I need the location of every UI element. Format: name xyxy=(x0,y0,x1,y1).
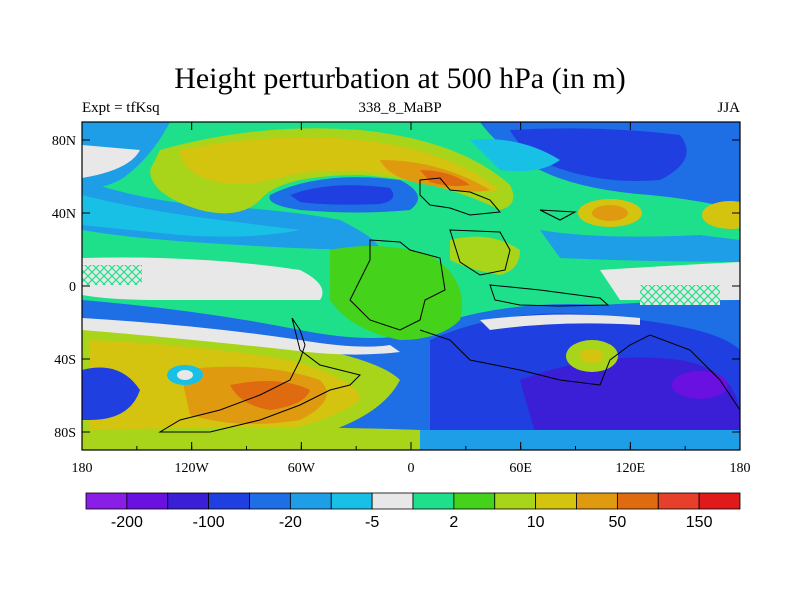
contour-field xyxy=(82,122,740,450)
lat-label: 0 xyxy=(69,280,76,295)
lon-label: 180 xyxy=(730,461,751,476)
colorbar-swatch xyxy=(167,492,210,510)
colorbar-swatch xyxy=(330,492,373,510)
lon-label: 60W xyxy=(288,461,316,476)
colorbar: -200 -100 -20 -5 2 10 50 150 xyxy=(85,492,741,531)
lat-label: 40S xyxy=(54,353,76,368)
colorbar-swatch xyxy=(85,492,128,510)
lon-label: 180 xyxy=(72,461,93,476)
colorbar-swatch xyxy=(453,492,496,510)
colorbar-swatch xyxy=(412,492,455,510)
colorbar-swatch xyxy=(249,492,291,510)
colorbar-swatch xyxy=(494,492,537,510)
case-label: 338_8_MaBP xyxy=(358,100,442,116)
colorbar-label: -100 xyxy=(193,514,225,531)
colorbar-swatch xyxy=(616,492,659,510)
experiment-label: Expt = tfKsq xyxy=(82,100,160,116)
lat-label: 80N xyxy=(52,134,76,149)
coastlines xyxy=(158,177,741,433)
colorbar-swatch xyxy=(126,492,169,510)
colorbar-swatch xyxy=(576,492,618,510)
map-title: Height perturbation at 500 hPa (in m) xyxy=(174,62,626,95)
colorbar-label: 10 xyxy=(527,514,545,531)
colorbar-label: 2 xyxy=(449,514,458,531)
lon-label: 60E xyxy=(509,461,532,476)
season-label: JJA xyxy=(717,100,740,116)
colorbar-swatch xyxy=(535,492,577,510)
colorbar-swatch xyxy=(208,492,250,510)
longitude-axis: 180 120W 60W 0 60E 120E 180 xyxy=(72,122,751,476)
lat-label: 80S xyxy=(54,426,76,441)
colorbar-label: -200 xyxy=(111,514,143,531)
colorbar-label: -5 xyxy=(365,514,379,531)
colorbar-swatch xyxy=(698,492,741,510)
colorbar-swatch xyxy=(657,492,700,510)
latitude-axis: 80N 40N 0 40S 80S xyxy=(52,134,740,441)
colorbar-swatch xyxy=(371,492,414,510)
colorbar-label: -20 xyxy=(279,514,302,531)
colorbar-label: 150 xyxy=(686,514,713,531)
lat-label: 40N xyxy=(52,207,76,222)
colorbar-swatch xyxy=(289,492,332,510)
lon-label: 0 xyxy=(408,461,415,476)
lon-label: 120W xyxy=(175,461,210,476)
colorbar-label: 50 xyxy=(608,514,626,531)
lon-label: 120E xyxy=(616,461,646,476)
